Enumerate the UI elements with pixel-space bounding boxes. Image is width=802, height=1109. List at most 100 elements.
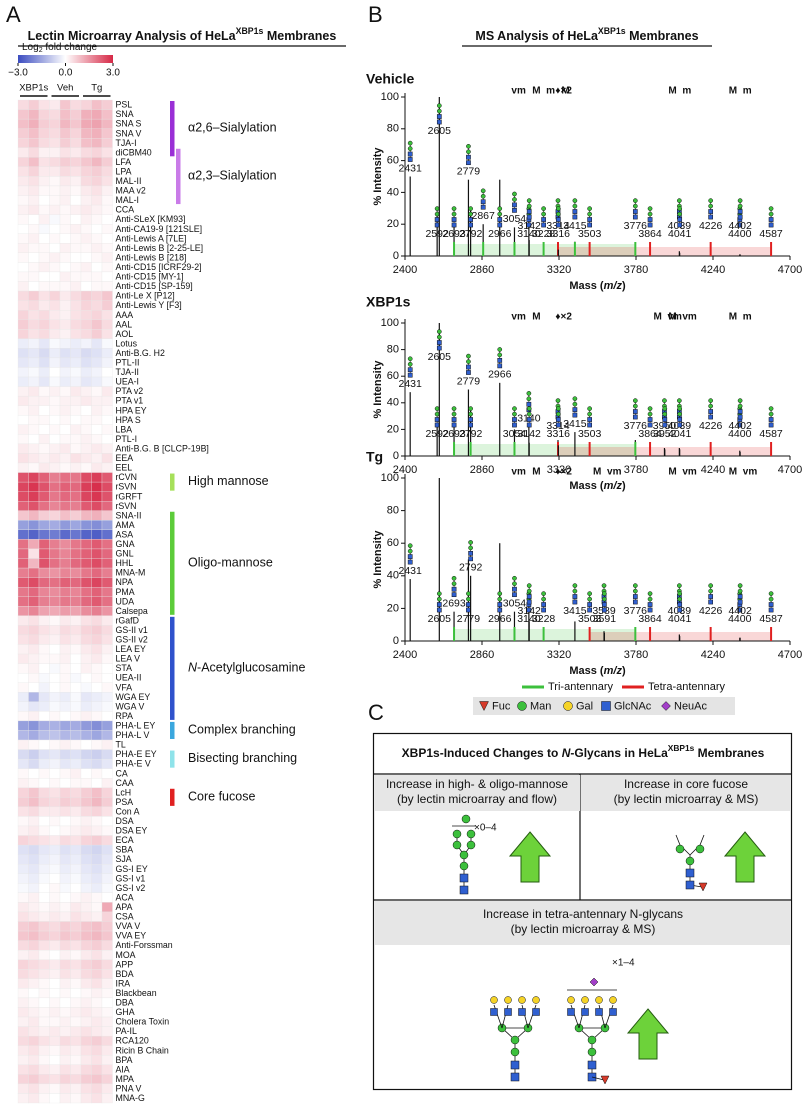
heatmap-cell: [70, 491, 82, 502]
glycan-symbol: [708, 409, 714, 414]
glycan-symbol: [572, 396, 578, 402]
glycan-symbol: [459, 885, 469, 895]
heatmap-cell: [80, 243, 92, 253]
heatmap-cell: [80, 653, 92, 664]
peak-label: 3503: [578, 428, 602, 440]
heatmap-cell: [28, 224, 40, 234]
heatmap-cell: [28, 434, 40, 445]
heatmap-cell: [91, 1055, 103, 1065]
row-label: Anti-Lewis Y [F3]: [116, 300, 182, 310]
glycan-symbol: [451, 586, 457, 592]
heatmap-cell: [17, 634, 29, 645]
heatmap-cell: [17, 596, 29, 607]
glycan-symbol: [600, 1075, 610, 1085]
heatmap-cell: [70, 778, 82, 788]
heatmap-cell: [80, 663, 92, 674]
peak-label: 2792: [459, 562, 483, 574]
glycan-symbol: [518, 996, 526, 1004]
glycan-symbol: [451, 206, 457, 211]
heatmap-cell: [17, 978, 29, 989]
glycan-symbol: [587, 1047, 597, 1057]
heatmap-cell: [101, 128, 113, 139]
heatmap-cell: [91, 157, 103, 168]
heatmap-cell: [28, 672, 40, 683]
heatmap-cell: [101, 816, 113, 827]
glycan-symbol: [452, 840, 462, 850]
heatmap-cell: [28, 491, 40, 502]
heatmap-cell: [59, 1064, 71, 1075]
heatmap-cell: [80, 462, 92, 473]
glycan-symbol: [436, 103, 442, 108]
heatmap-cell: [17, 252, 29, 263]
heatmap-cell: [91, 243, 103, 253]
heatmap-cell: [17, 778, 29, 788]
heatmap-cell: [38, 128, 50, 139]
glycan-symbol: [434, 222, 440, 228]
heatmap-cell: [49, 386, 61, 397]
heatmap-cell: [59, 930, 71, 941]
heatmap-cell: [70, 825, 82, 836]
glycan-symbol: [434, 211, 440, 217]
heatmap-cell: [91, 940, 103, 951]
row-label: CA: [116, 768, 128, 778]
heatmap-cell: [101, 481, 113, 492]
row-label: PTL-II: [116, 358, 140, 368]
heatmap-cell: [49, 147, 61, 158]
glycan-symbol: [662, 406, 668, 411]
heatmap-cell: [28, 357, 40, 368]
heatmap-cell: [59, 787, 71, 798]
peak-label: 2431: [399, 565, 423, 577]
box-text: (by lectin microarray & MS): [511, 922, 656, 936]
heatmap-cell: [91, 768, 103, 779]
glycan-symbol: [436, 607, 442, 613]
heatmap-cell: [91, 692, 103, 702]
heatmap-cell: [80, 749, 92, 760]
heatmap-cell: [101, 921, 113, 932]
heatmap-cell: [59, 1093, 71, 1104]
heatmap-cell: [28, 443, 40, 454]
glycan-symbol: [768, 206, 774, 211]
row-label: Anti-B.G. H2: [116, 348, 165, 358]
glycan-symbol: [677, 607, 683, 613]
heatmap-cell: [17, 825, 29, 836]
heatmap-cell: [91, 99, 103, 110]
bracket: [170, 788, 175, 806]
row-label: SBA: [116, 845, 134, 855]
heatmap-cell: [91, 376, 103, 387]
heatmap-cell: [38, 520, 50, 531]
row-label: WGA V: [116, 701, 145, 711]
heatmap-cell: [91, 233, 103, 244]
heatmap-cell: [49, 1093, 61, 1104]
heatmap-cell: [59, 548, 71, 559]
peak-label: 4400: [728, 228, 752, 240]
glycan-symbol: [737, 409, 743, 414]
heatmap-cell: [38, 711, 50, 722]
glycan-symbol: [737, 398, 743, 403]
heatmap-cell: [28, 376, 40, 387]
heatmap-cell: [38, 271, 50, 282]
heatmap-cell: [17, 424, 29, 435]
heatmap-cell: [59, 1026, 71, 1037]
heatmap-cell: [38, 615, 50, 626]
heatmap-cell: [49, 988, 61, 999]
heatmap-cell: [59, 176, 71, 187]
heatmap-cell: [49, 806, 61, 817]
heatmap-cell: [17, 548, 29, 559]
heatmap-cell: [28, 1074, 40, 1085]
glycan-symbol: [526, 588, 532, 594]
colorbar-title-part: fold change: [43, 42, 98, 53]
glycan-symbol: [497, 206, 503, 211]
row-label: ECA: [116, 835, 134, 845]
heatmap-cell: [80, 625, 92, 636]
heatmap-cell: [91, 185, 103, 196]
glycan-symbol: [468, 406, 473, 411]
y-tick-label: 80: [387, 123, 399, 135]
heatmap-cell: [49, 653, 61, 664]
heatmap-cell: [59, 472, 71, 483]
row-label: CCA: [116, 205, 135, 215]
heatmap-cell: [49, 758, 61, 769]
peak-label: 3415: [563, 418, 587, 430]
heatmap-cell: [49, 138, 61, 148]
heatmap-cell: [91, 730, 103, 741]
heatmap-cell: [49, 1016, 61, 1027]
